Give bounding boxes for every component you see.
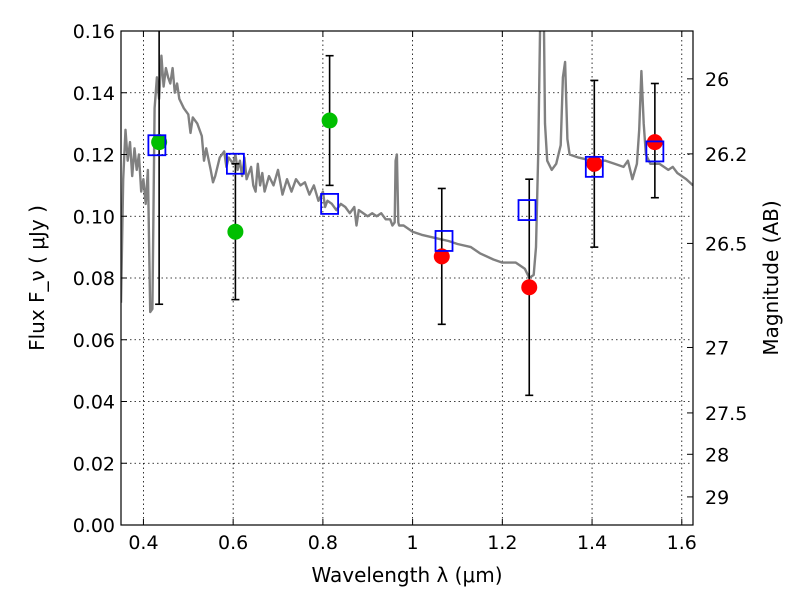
y-tick-label: 0.14: [73, 83, 115, 105]
error-bars: [155, 31, 659, 397]
y-axis-right-label: Magnitude (AB): [759, 200, 783, 355]
right-tick-label: 29: [705, 487, 729, 509]
data-points: [147, 112, 665, 296]
x-tick-label: 1.4: [577, 532, 607, 554]
right-tick-label: 26.2: [705, 144, 747, 166]
model-square: [645, 140, 665, 163]
model-square: [584, 155, 604, 178]
right-tick-label: 26: [705, 69, 729, 91]
x-tick-label: 0.4: [128, 532, 158, 554]
red-data-point: [586, 155, 603, 172]
x-tick-label: 1: [407, 532, 419, 554]
green-data-point: [151, 134, 168, 151]
x-tick-label: 1.6: [667, 532, 697, 554]
right-tick-label: 27.5: [705, 403, 747, 425]
y-tick-label: 0.08: [73, 268, 115, 290]
x-tick-label: 1.2: [487, 532, 517, 554]
red-data-point: [521, 279, 538, 296]
tick-labels: 0.4 0.6 0.8 1 1.2 1.4 1.6 0.00 0.02 0.04 0.06 0.08 0…: [73, 21, 748, 554]
x-axis-label: Wavelength λ (μm): [311, 563, 502, 587]
x-tick-label: 0.8: [308, 532, 338, 554]
y-tick-label: 0.00: [73, 515, 115, 537]
model-square: [147, 134, 167, 157]
x-tick-label: 0.6: [218, 532, 248, 554]
model-spectrum-line: [121, 31, 693, 314]
y-tick-label: 0.02: [73, 453, 115, 475]
y-axis-label: Flux F_ν ( μJy ): [25, 205, 49, 351]
red-data-point: [433, 248, 450, 265]
green-data-point: [227, 223, 244, 240]
model-square: [320, 192, 340, 215]
model-square: [225, 152, 245, 175]
y-tick-label: 0.12: [73, 145, 115, 167]
green-data-point: [321, 112, 338, 129]
ticks: [121, 30, 693, 526]
right-tick-label: 27: [705, 337, 729, 359]
model-square: [434, 230, 454, 252]
y-tick-label: 0.04: [73, 392, 115, 414]
model-square: [517, 199, 537, 221]
right-tick-label: 26.5: [705, 233, 747, 255]
plot-marks: [121, 31, 693, 314]
y-tick-label: 0.06: [73, 330, 115, 352]
y-tick-label: 0.16: [73, 21, 115, 43]
y-tick-label: 0.10: [73, 206, 115, 228]
right-tick-label: 28: [705, 444, 729, 466]
